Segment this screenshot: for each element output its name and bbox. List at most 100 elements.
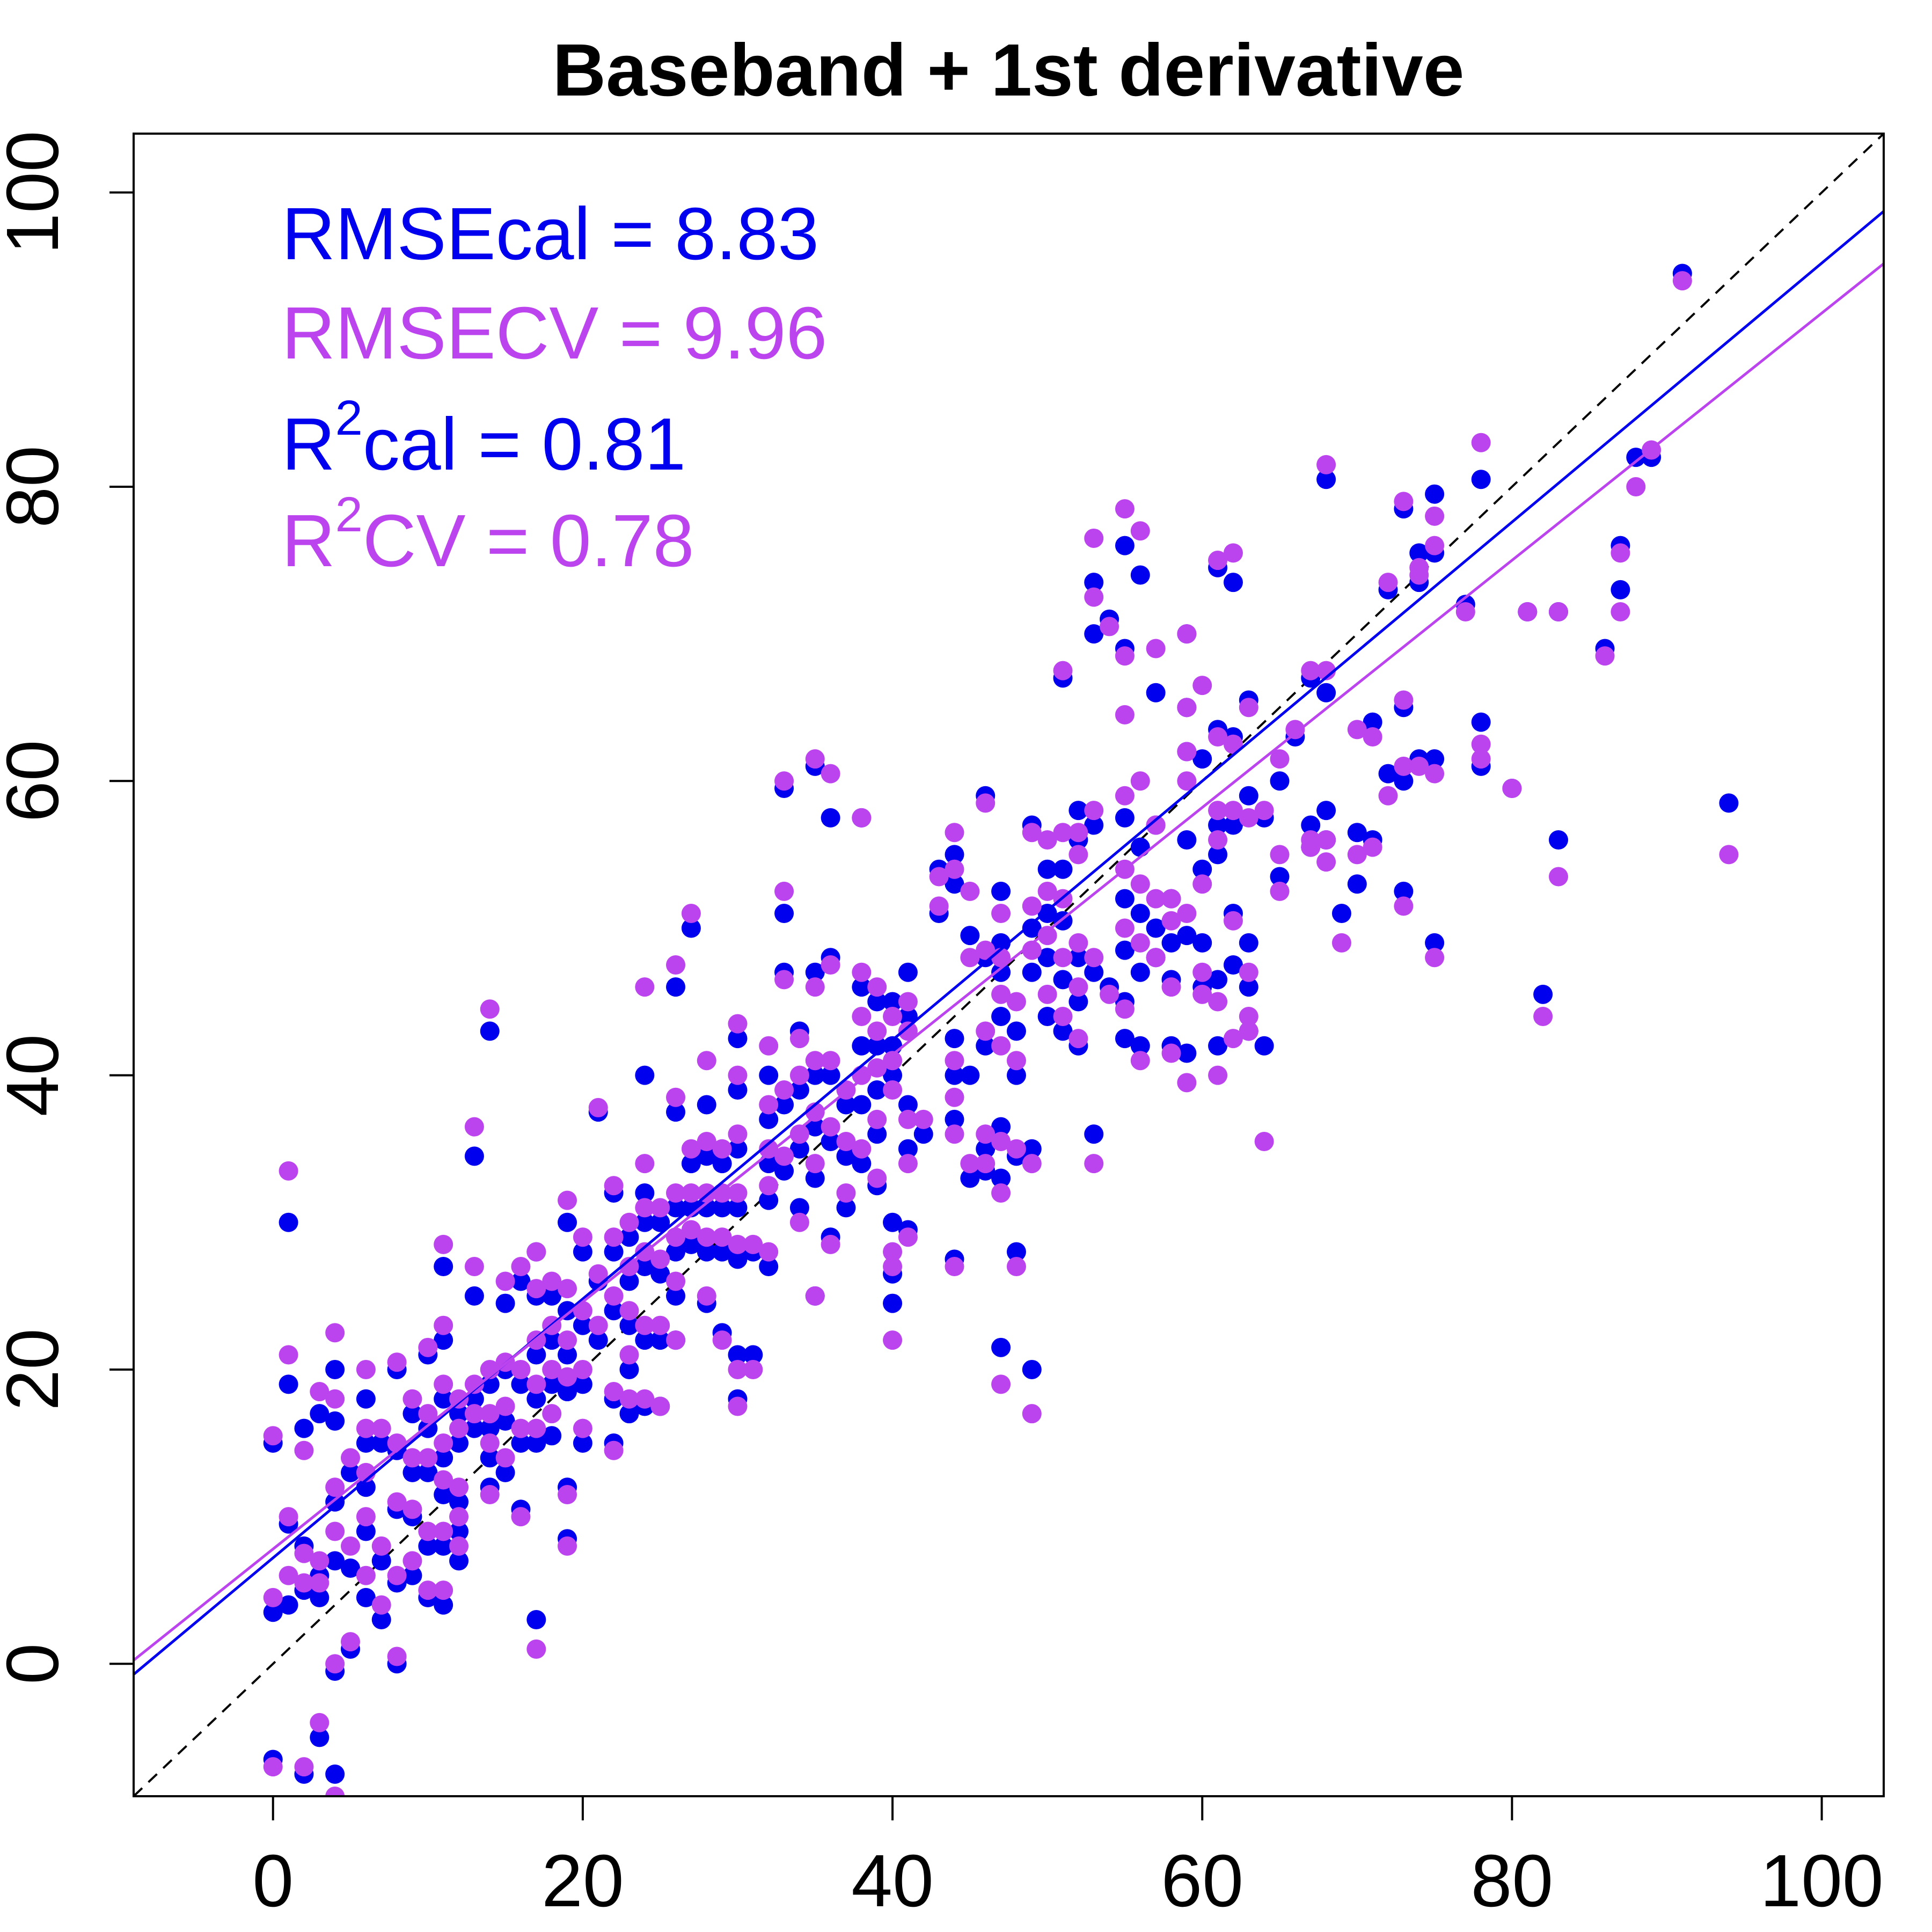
data-point [1455, 602, 1475, 622]
data-point [697, 1131, 716, 1151]
data-point [728, 1065, 748, 1085]
data-point [1192, 933, 1212, 953]
data-point [588, 1097, 608, 1117]
data-point [1146, 639, 1166, 658]
data-point [1192, 859, 1212, 879]
data-point [604, 1382, 624, 1402]
data-point [697, 1198, 716, 1218]
data-point [1270, 881, 1290, 901]
data-point [325, 1411, 345, 1431]
series-1-fit-line [134, 262, 1884, 1662]
data-point [1022, 896, 1042, 916]
data-point [1533, 1006, 1553, 1026]
points-layer [263, 264, 1739, 1796]
data-point [371, 1433, 391, 1453]
data-point [883, 1212, 903, 1232]
data-point [310, 1573, 330, 1593]
data-point [712, 1139, 732, 1159]
data-point [480, 1021, 500, 1041]
data-point [852, 1036, 872, 1056]
data-point [728, 1124, 748, 1144]
data-point [913, 1124, 933, 1144]
data-point [635, 1183, 655, 1203]
data-point [588, 1315, 608, 1335]
data-point [821, 1131, 840, 1151]
data-point [371, 1536, 391, 1556]
data-point [1146, 918, 1166, 938]
data-point [387, 1565, 407, 1585]
r2-cal-superscript: 2 [335, 391, 363, 445]
data-point [1022, 962, 1042, 982]
data-point [1130, 874, 1150, 894]
data-point [666, 1242, 686, 1262]
data-point [279, 1161, 298, 1181]
data-point [294, 1573, 314, 1593]
data-point [1394, 896, 1414, 916]
data-point [1130, 904, 1150, 924]
data-point [1363, 837, 1382, 857]
data-point [294, 1543, 314, 1563]
data-point [774, 1161, 794, 1181]
data-point [681, 1183, 701, 1203]
data-point [434, 1257, 453, 1277]
data-point [774, 881, 794, 901]
data-point [697, 1146, 716, 1166]
data-point [558, 1345, 577, 1365]
data-point [526, 1389, 546, 1409]
data-point [1037, 1006, 1057, 1026]
data-point [1331, 904, 1351, 924]
data-point [1270, 771, 1290, 791]
data-point [310, 1382, 330, 1402]
data-point [434, 1470, 453, 1490]
data-point [728, 1183, 748, 1203]
data-point [821, 808, 840, 828]
data-point [774, 771, 794, 791]
data-point [604, 1242, 624, 1262]
data-point [867, 1124, 887, 1144]
data-point [805, 1168, 825, 1188]
data-point [1130, 771, 1150, 791]
data-point [1239, 1021, 1258, 1041]
data-point [945, 1029, 964, 1049]
data-point [1270, 749, 1290, 769]
data-point [635, 977, 655, 997]
data-point [1084, 528, 1104, 548]
r2-cal-rest: cal = 0.81 [363, 403, 686, 486]
data-point [666, 1087, 686, 1107]
data-point [1053, 823, 1073, 843]
data-point [789, 1029, 809, 1049]
data-point [449, 1477, 469, 1497]
data-point [1239, 808, 1258, 828]
data-point [1006, 1257, 1026, 1277]
data-point [418, 1580, 438, 1600]
data-point [511, 1433, 531, 1453]
data-point [1084, 587, 1104, 607]
data-point [712, 1242, 732, 1262]
data-point [898, 1109, 918, 1129]
data-point [789, 1080, 809, 1100]
data-point [263, 1757, 283, 1777]
data-point [1254, 801, 1274, 821]
data-point [418, 1404, 438, 1424]
data-point [1347, 720, 1367, 740]
data-point [681, 1139, 701, 1159]
data-point [402, 1389, 422, 1409]
data-point [650, 1315, 670, 1335]
data-point [883, 1065, 903, 1085]
data-point [1208, 1036, 1228, 1056]
data-point [1115, 1029, 1135, 1049]
data-point [604, 1301, 624, 1321]
data-point [1208, 815, 1228, 835]
data-point [1100, 984, 1119, 1004]
data-point [1084, 948, 1104, 968]
data-point [279, 1565, 298, 1585]
data-point [526, 1374, 546, 1394]
data-point [759, 1176, 779, 1196]
data-point [1394, 492, 1414, 511]
data-point [883, 1257, 903, 1277]
data-point [1177, 1043, 1197, 1063]
data-point [867, 1168, 887, 1188]
data-point [728, 1198, 748, 1218]
y-axis: 0 20 40 60 80 100 [0, 131, 135, 1685]
